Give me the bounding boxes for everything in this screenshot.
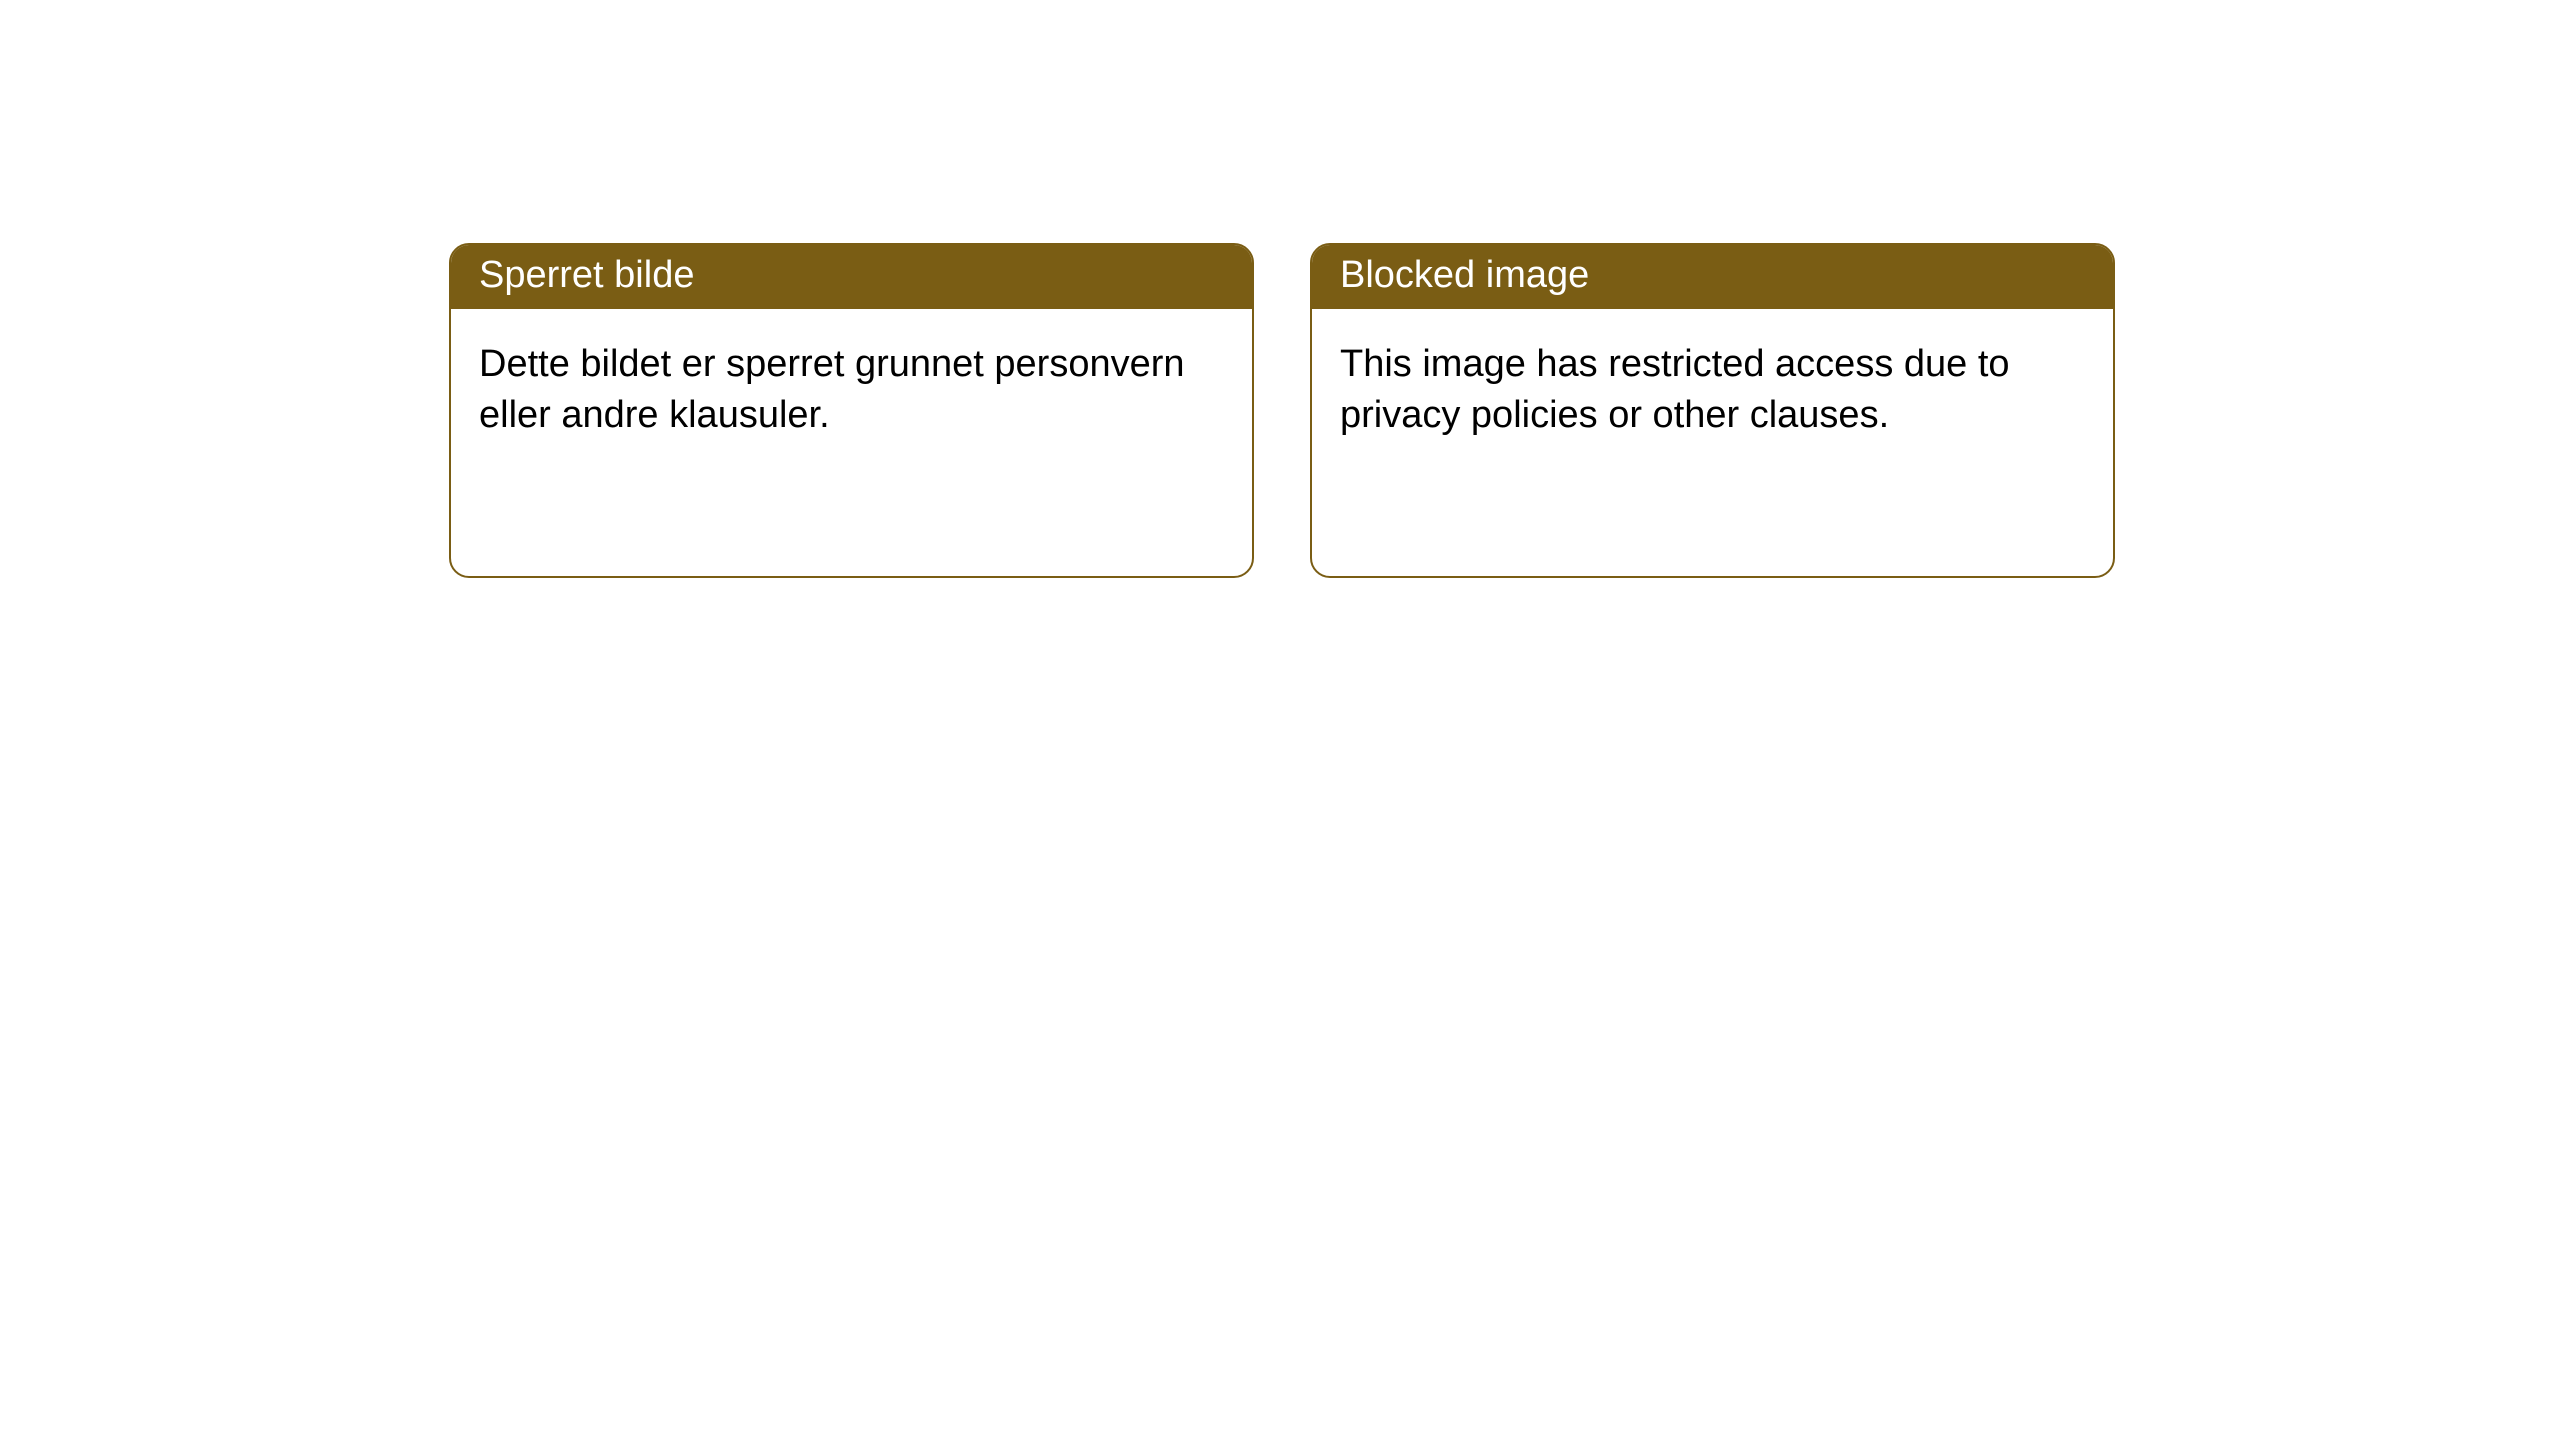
card-header: Blocked image xyxy=(1312,245,2113,309)
cards-container: Sperret bilde Dette bildet er sperret gr… xyxy=(0,0,2560,578)
card-body: This image has restricted access due to … xyxy=(1312,309,2113,472)
card-title: Blocked image xyxy=(1340,254,1589,296)
card-body-text: Dette bildet er sperret grunnet personve… xyxy=(479,343,1185,436)
card-body: Dette bildet er sperret grunnet personve… xyxy=(451,309,1252,472)
card-header: Sperret bilde xyxy=(451,245,1252,309)
card-title: Sperret bilde xyxy=(479,254,694,296)
card-body-text: This image has restricted access due to … xyxy=(1340,343,2010,436)
blocked-image-card-no: Sperret bilde Dette bildet er sperret gr… xyxy=(449,243,1254,578)
blocked-image-card-en: Blocked image This image has restricted … xyxy=(1310,243,2115,578)
